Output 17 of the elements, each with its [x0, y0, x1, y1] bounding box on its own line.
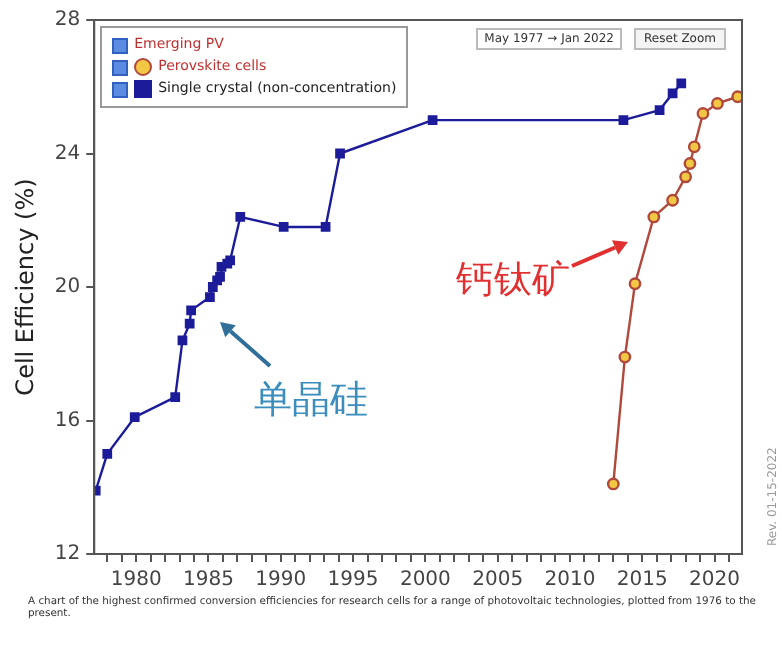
annotation: 单晶硅 — [251, 375, 370, 426]
x-tick-label: 2020 — [689, 569, 740, 592]
x-tick-label: 1985 — [183, 569, 234, 592]
y-tick-label: 12 — [54, 543, 81, 566]
x-tick-label: 2005 — [472, 569, 524, 592]
y-tick-label: 24 — [54, 142, 81, 165]
y-axis-title: Cell Efficiency (%) — [10, 178, 39, 396]
y-tick-label: 28 — [54, 9, 81, 32]
x-tick-label: 1980 — [110, 569, 162, 592]
y-tick-label: 20 — [54, 276, 81, 299]
y-tick-label: 16 — [54, 409, 81, 432]
x-tick-label: 1990 — [255, 569, 307, 592]
x-tick-label: 2015 — [616, 569, 668, 592]
x-tick-label: 1995 — [327, 569, 379, 592]
x-tick-label: 2010 — [544, 569, 596, 592]
x-tick-label: 2000 — [399, 569, 451, 592]
annotation: 钙钛矿 — [453, 255, 572, 306]
